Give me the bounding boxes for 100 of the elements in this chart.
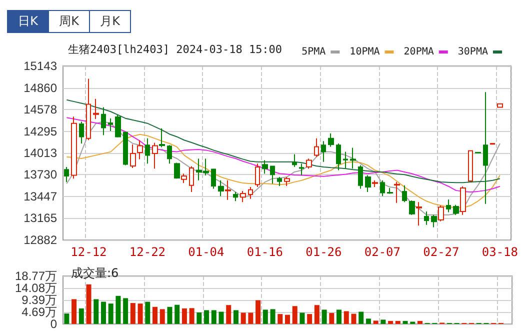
candlestick: [189, 166, 194, 193]
candlestick: [321, 140, 326, 162]
bar: [174, 304, 180, 324]
y-tick-label: 13447: [24, 190, 58, 204]
candlestick: [233, 192, 238, 202]
bar: [402, 320, 408, 324]
bar: [145, 302, 150, 324]
bar: [108, 304, 114, 324]
candlestick: [137, 140, 143, 160]
bar: [116, 296, 121, 324]
bar: [322, 310, 327, 324]
candlestick: [270, 166, 275, 184]
x-tick-label: 03-18: [482, 245, 518, 259]
period-tab[interactable]: 月K: [89, 10, 131, 33]
bar: [211, 310, 216, 324]
bar: [152, 306, 158, 324]
candlestick: [365, 174, 371, 193]
candlestick: [409, 200, 415, 216]
x-tick-label: 02-27: [423, 245, 460, 259]
y-tick-label: 12882: [24, 233, 58, 247]
candlestick: [108, 118, 113, 132]
bar: [300, 312, 305, 324]
candlestick: [483, 92, 488, 204]
candlestick: [123, 131, 128, 166]
bar: [64, 314, 70, 324]
candlestick: [262, 160, 268, 174]
candlestick: [145, 138, 150, 164]
bar: [218, 312, 224, 324]
candlestick: [350, 147, 356, 170]
candlestick: [79, 121, 84, 144]
candlestick: [446, 198, 451, 213]
candlestick: [358, 164, 363, 190]
y-tick-label: 14860: [24, 80, 58, 95]
y-tick-label: 14295: [24, 124, 58, 138]
bar: [373, 320, 378, 324]
candlestick: [255, 163, 260, 188]
y-tick-label: 15143: [24, 59, 58, 73]
candlestick: [299, 163, 304, 176]
candlestick: [284, 176, 290, 187]
bar: [94, 299, 99, 324]
bar: [358, 312, 364, 324]
x-tick-label: 01-26: [306, 245, 342, 259]
candlestick: [372, 180, 378, 188]
candlestick: [431, 214, 437, 228]
bar: [100, 302, 106, 324]
bar: [285, 314, 290, 324]
bar: [240, 312, 246, 324]
candlestick: [218, 180, 224, 197]
line-series: [66, 134, 500, 208]
x-tick-label: 12-12: [70, 245, 107, 259]
bar: [130, 303, 136, 324]
candlestick: [394, 182, 400, 204]
bar: [395, 320, 400, 324]
legend-label: 5PMA: [302, 46, 326, 58]
bar: [160, 309, 165, 324]
period-tab[interactable]: 日K: [7, 10, 49, 33]
y-tick-label: 0: [50, 317, 58, 331]
candlestick: [277, 176, 282, 187]
legend-label: 10PMA: [350, 46, 380, 58]
bar: [329, 313, 334, 324]
candlestick: [240, 190, 246, 203]
bar: [336, 310, 342, 324]
candlestick: [460, 186, 466, 216]
x-tick-label: 01-16: [246, 245, 284, 259]
bar: [248, 312, 254, 324]
bar: [366, 318, 371, 324]
y-tick-label: 9.39万: [22, 292, 57, 307]
legend-label: 30PMA: [458, 46, 488, 58]
bar: [344, 311, 349, 324]
candlestick: [130, 144, 136, 168]
candlestick: [497, 103, 503, 108]
bar: [351, 314, 356, 324]
candlestick: [167, 144, 172, 164]
x-tick-label: 12-22: [129, 245, 166, 259]
bar: [278, 314, 283, 324]
bar: [380, 320, 386, 324]
bar: [388, 320, 394, 324]
chart-title: 生猪2403[lh2403] 2024-03-18 15:00: [68, 43, 282, 56]
bar: [256, 300, 261, 324]
bar: [204, 310, 210, 324]
candlestick: [152, 142, 158, 170]
candlestick: [248, 186, 253, 200]
bar: [262, 310, 268, 324]
bar: [182, 308, 187, 324]
y-tick-label: 14578: [24, 102, 58, 116]
y-tick-label: 13165: [24, 211, 58, 226]
bar: [292, 306, 298, 324]
y-tick-label: 13730: [24, 168, 58, 182]
bar: [123, 298, 128, 324]
candlestick: [159, 128, 165, 148]
y-tick-label: 14.08万: [14, 280, 57, 295]
period-tab[interactable]: 周K: [48, 10, 90, 33]
y-tick-label: 4.69万: [22, 305, 57, 320]
bar: [314, 305, 320, 324]
candlestick: [438, 205, 444, 222]
candlestick: [292, 154, 297, 168]
candlestick: [336, 142, 341, 171]
line-series: [66, 117, 500, 193]
y-tick-label: 18.77万: [14, 269, 57, 283]
x-tick-label: 01-04: [188, 245, 224, 259]
